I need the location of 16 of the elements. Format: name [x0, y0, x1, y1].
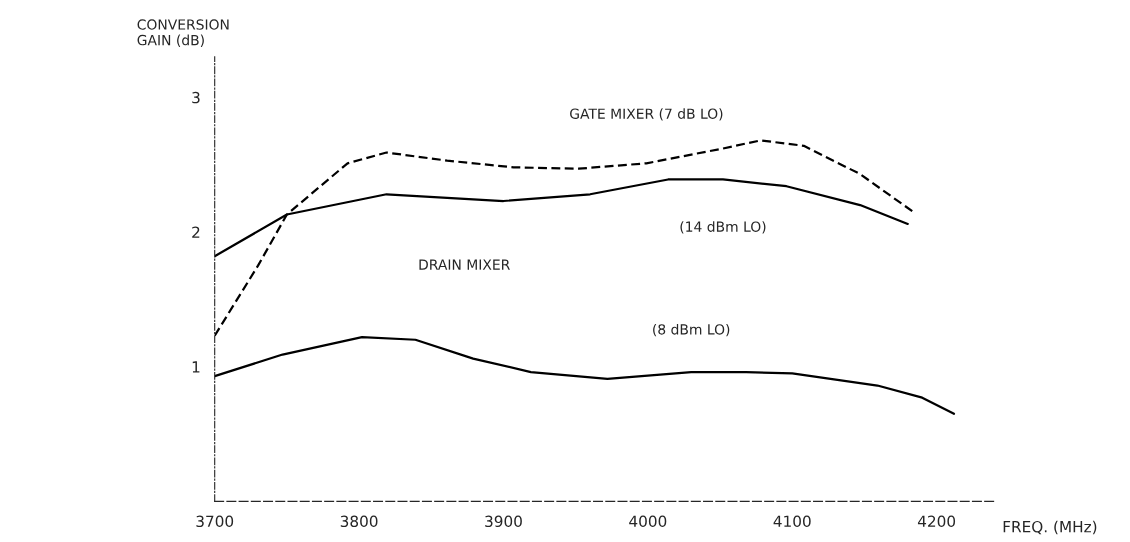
y-tick-label: 2: [192, 226, 200, 238]
y-axis-title: CONVERSION GAIN (dB): [137, 19, 229, 47]
annotation: DRAIN MIXER: [419, 259, 510, 270]
x-tick-label: 4200: [917, 515, 956, 528]
x-tick-label: 4000: [629, 515, 667, 528]
x-tick-label: 3800: [340, 515, 378, 528]
x-tick-label: 3700: [196, 515, 234, 528]
line-series: [214, 335, 956, 415]
x-axis-title: FREQ. (MHz): [1003, 520, 1097, 535]
y-tick-label: 3: [192, 91, 200, 104]
text: (14 dBm LO): [680, 221, 766, 234]
series-label: GATE MIXER (7 dB LO): [570, 108, 723, 121]
x-tick-label: 4100: [773, 515, 811, 528]
text: (8 dBm LO): [653, 323, 730, 337]
x-tick-label: 3900: [485, 515, 522, 528]
y-tick-label: 1: [192, 361, 200, 373]
